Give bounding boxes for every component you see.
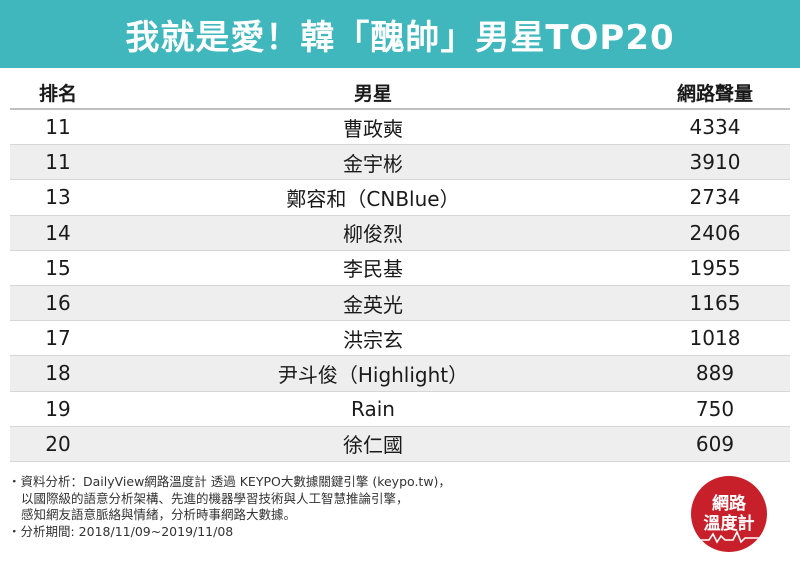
footnote-line: ・資料分析：DailyView網路溫度計 透過 KEYPO大數據關鍵引擎 (ke… [8,474,451,489]
row-name: 鄭容和（CNBlue） [286,186,460,211]
pulse-line-icon [699,530,759,544]
row-volume: 889 [695,361,735,386]
row-volume: 4334 [689,115,741,140]
row-rank: 19 [45,396,71,421]
row-name: 金宇彬 [343,151,403,176]
table-row: 16 金英光 1165 [10,285,790,322]
table-row: 20 徐仁國 609 [10,426,790,462]
row-volume: 2406 [689,220,741,245]
row-rank: 14 [45,220,71,245]
table-row: 13 鄭容和（CNBlue） 2734 [10,180,790,216]
row-rank: 16 [45,291,71,316]
table-row: 18 尹斗俊（Highlight） 889 [10,356,790,392]
row-volume: 1018 [689,326,741,351]
title-banner: 我就是愛！韓「醜帥」男星TOP20 [0,0,800,68]
row-name: 柳俊烈 [343,222,403,247]
logo-text-line2: 溫度計 [703,514,755,534]
row-rank: 18 [45,361,71,386]
header-rank: 排名 [38,82,77,105]
row-rank: 20 [45,431,71,456]
row-volume: 609 [695,431,735,456]
footnote-line: 感知網友語意脈絡與情緒，分析時事網路大數據。 [21,507,297,522]
logo-text-line1: 網路 [712,494,746,514]
header-volume: 網路聲量 [676,82,753,105]
ranking-table: 排名 男星 網路聲量 11 曹政奭 4334 11 金宇彬 3910 13 鄭容… [10,76,790,462]
dailyview-logo: 網路 溫度計 [691,476,767,552]
row-name: 曹政奭 [343,116,403,141]
table-header: 排名 男星 網路聲量 [10,76,790,110]
row-name: 尹斗俊（Highlight） [277,362,469,387]
row-volume: 1165 [689,291,741,316]
page-title: 我就是愛！韓「醜帥」男星TOP20 [125,17,675,58]
row-rank: 13 [45,185,71,210]
table-row: 11 曹政奭 4334 [10,110,790,146]
footnote-period: ・分析期間: 2018/11/09~2019/11/08 [8,523,234,539]
row-volume: 3910 [689,150,741,175]
row-rank: 17 [45,326,71,351]
row-rank: 11 [45,150,71,175]
table-row: 11 金宇彬 3910 [10,145,790,181]
row-rank: 15 [45,255,71,280]
header-name: 男星 [353,82,392,105]
row-name: 金英光 [343,292,403,317]
row-rank: 11 [45,115,71,140]
row-volume: 2734 [689,185,741,210]
table-row: 14 柳俊烈 2406 [10,215,790,251]
table-row: 19 Rain 750 [10,392,790,427]
row-volume: 1955 [689,255,741,280]
row-name: 李民基 [343,257,403,282]
row-name: 徐仁國 [343,433,403,458]
row-volume: 750 [695,396,735,421]
row-name: 洪宗玄 [343,327,403,352]
footnote-line: 以國際級的語意分析架構、先進的機器學習技術與人工智慧推論引擎， [21,490,409,506]
source-footnote: ・資料分析：DailyView網路溫度計 透過 KEYPO大數據關鍵引擎 (ke… [8,474,628,540]
row-name: Rain [351,396,395,421]
table-row: 15 李民基 1955 [10,251,790,286]
table-row: 17 洪宗玄 1018 [10,321,790,357]
